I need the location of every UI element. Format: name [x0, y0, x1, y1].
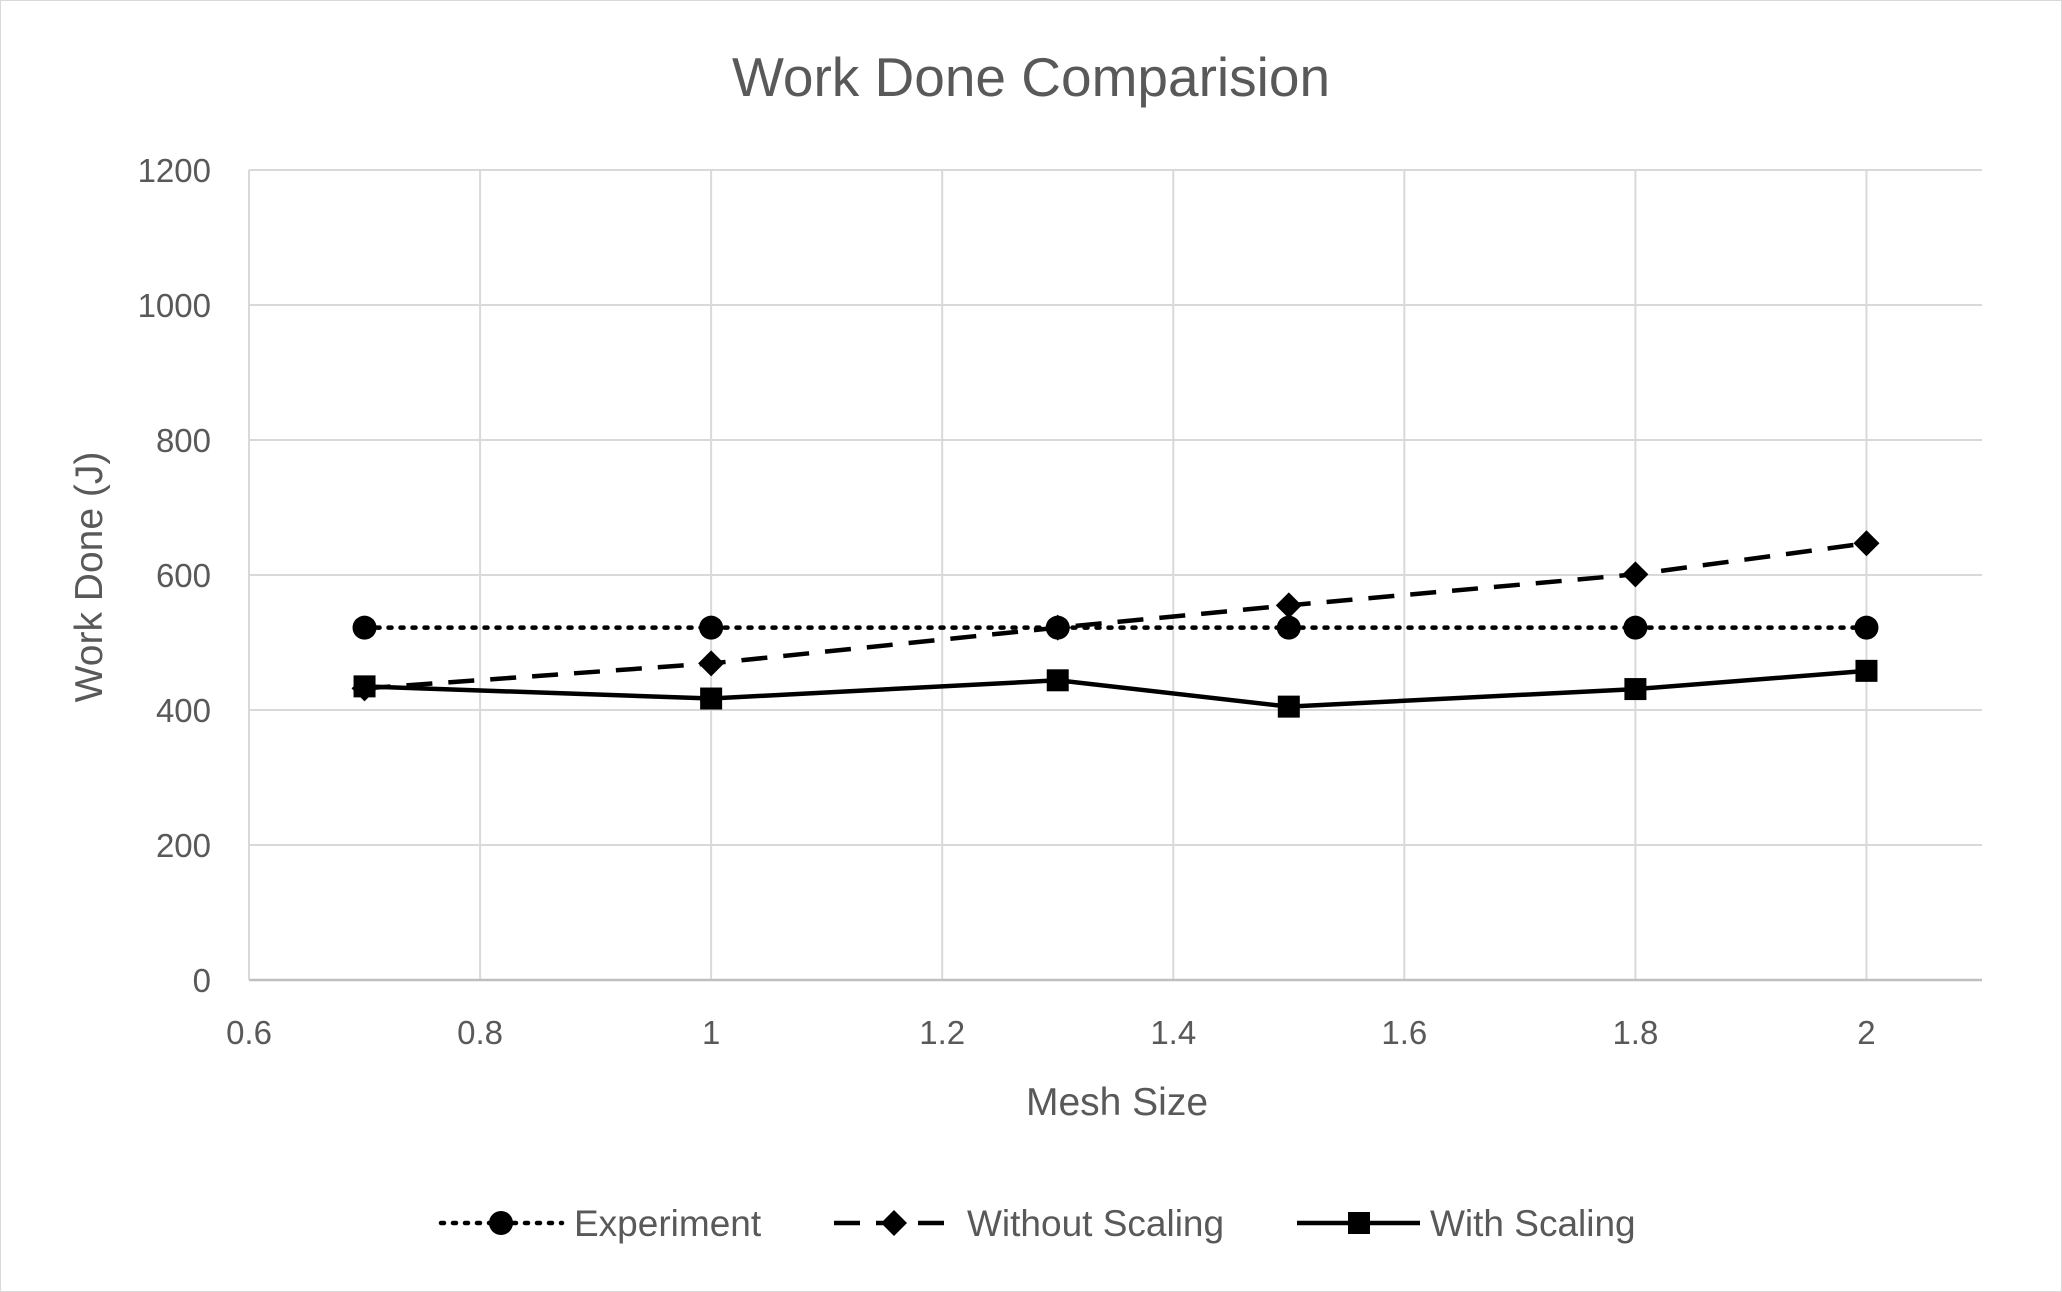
- y-tick-label: 1200: [138, 152, 211, 189]
- x-tick-label: 0.6: [226, 1014, 272, 1051]
- data-point: [1622, 561, 1649, 588]
- x-tick-label: 2: [1857, 1014, 1875, 1051]
- legend: Experiment Without Scaling With Scaling: [438, 1203, 1636, 1244]
- axes: 0 200 400 600 800 1000 1200 0.6 0.8 1 1.2 1.4 1.6 1.8…: [138, 152, 1982, 1051]
- x-tick-label: 1: [702, 1014, 720, 1051]
- x-tick-label: 1.4: [1150, 1014, 1196, 1051]
- series-experiment: [352, 615, 1879, 640]
- legend-item: With Scaling: [1297, 1203, 1636, 1244]
- x-axis-title: Mesh Size: [1026, 1081, 1208, 1124]
- x-tick-label: 1.8: [1612, 1014, 1658, 1051]
- data-point: [1275, 592, 1302, 619]
- data-point: [352, 615, 377, 640]
- data-point: [698, 650, 725, 677]
- series-with-scaling: [353, 659, 1878, 718]
- legend-item: Without Scaling: [834, 1203, 1224, 1244]
- y-tick-label: 1000: [138, 287, 211, 324]
- legend-label: Without Scaling: [967, 1203, 1224, 1244]
- x-tick-label: 1.2: [919, 1014, 965, 1051]
- x-tick-label: 1.6: [1381, 1014, 1427, 1051]
- data-point: [1855, 659, 1878, 682]
- y-tick-label: 400: [156, 692, 211, 729]
- y-axis-title: Work Done (J): [68, 452, 111, 703]
- legend-label: With Scaling: [1430, 1203, 1636, 1244]
- y-tick-label: 0: [193, 962, 211, 999]
- legend-marker: [1348, 1212, 1370, 1234]
- x-tick-label: 0.8: [457, 1014, 503, 1051]
- chart-title: Work Done Comparision: [732, 46, 1330, 108]
- legend-item: Experiment: [438, 1203, 762, 1244]
- y-tick-label: 200: [156, 827, 211, 864]
- data-point: [353, 675, 376, 698]
- data-point: [700, 687, 723, 710]
- gridlines: [249, 169, 1982, 980]
- y-tick-label: 800: [156, 422, 211, 459]
- data-point: [1044, 614, 1071, 641]
- series-line: [364, 668, 1867, 709]
- series-without-scaling: [351, 530, 1880, 702]
- data-point: [1854, 615, 1879, 640]
- data-point: [699, 615, 724, 640]
- data-point: [1276, 615, 1301, 640]
- data-point: [1046, 669, 1069, 692]
- data-point: [1853, 530, 1880, 557]
- data-point: [1624, 678, 1647, 701]
- series-line: [364, 541, 1867, 691]
- legend-label: Experiment: [574, 1203, 762, 1244]
- data-point: [1623, 615, 1648, 640]
- legend-marker: [881, 1210, 907, 1236]
- data-point: [1277, 695, 1300, 718]
- y-tick-label: 600: [156, 557, 211, 594]
- plot-area: [351, 530, 1880, 718]
- legend-marker: [489, 1211, 513, 1235]
